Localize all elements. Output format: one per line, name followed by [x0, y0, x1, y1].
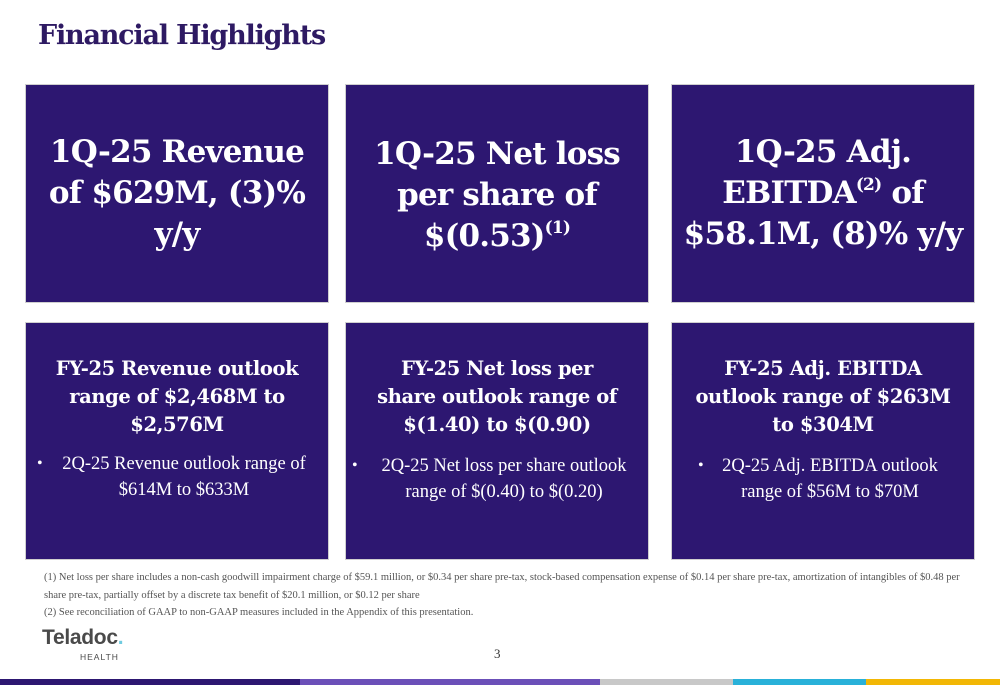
revenue-headline: 1Q-25 Revenue of $629M, (3)% y/y [46, 132, 308, 255]
footnote-ref-1: (1) [544, 218, 571, 238]
stripe-5 [866, 679, 1000, 685]
revenue-text: 1Q-25 Revenue of $629M, (3)% y/y [48, 134, 306, 252]
bullet-icon: • [352, 457, 358, 474]
ebitda-line1: 1Q-25 Adj. [734, 134, 912, 170]
net-loss-outlook-card: FY-25 Net loss per share outlook range o… [345, 322, 649, 560]
logo-subtext: HEALTH [80, 652, 119, 662]
ebitda-outlook-card: FY-25 Adj. EBITDA outlook range of $263M… [671, 322, 975, 560]
ebitda-headline: 1Q-25 Adj. EBITDA(2) of $58.1M, (8)% y/y [683, 132, 963, 255]
revenue-outlook-headline: FY-25 Revenue outlook range of $2,468M t… [55, 357, 299, 436]
bullet-icon: • [698, 457, 704, 474]
footnote-ref-2: (2) [855, 175, 882, 195]
stripe-3 [600, 679, 733, 685]
revenue-outlook-card: FY-25 Revenue outlook range of $2,468M t… [25, 322, 329, 560]
footnote-2: (2) See reconciliation of GAAP to non-GA… [44, 607, 474, 618]
net-loss-q2-text: 2Q-25 Net loss per share outlook range o… [381, 456, 627, 502]
ebitda-label: EBITDA [722, 175, 856, 211]
net-loss-card: 1Q-25 Net loss per share of $(0.53)(1) [345, 84, 649, 303]
net-loss-outlook-headline: FY-25 Net loss per share outlook range o… [377, 357, 617, 436]
page-title: Financial Highlights [38, 20, 326, 51]
stripe-1 [0, 679, 300, 685]
teladoc-logo: Teladoc. HEALTH [42, 626, 124, 662]
stripe-2 [300, 679, 600, 685]
net-loss-text: 1Q-25 Net loss per share of $(0.53) [374, 136, 621, 254]
ebitda-line2: EBITDA(2) of [683, 173, 963, 214]
stripe-4 [733, 679, 866, 685]
revenue-card: 1Q-25 Revenue of $629M, (3)% y/y [25, 84, 329, 303]
net-loss-headline: 1Q-25 Net loss per share of $(0.53)(1) [366, 130, 628, 257]
footnotes: (1) Net loss per share includes a non-ca… [44, 569, 964, 622]
revenue-q2-text: 2Q-25 Revenue outlook range of $614M to … [62, 454, 306, 500]
footnote-1: (1) Net loss per share includes a non-ca… [44, 572, 960, 601]
page-number: 3 [494, 646, 501, 661]
ebitda-q2-text: 2Q-25 Adj. EBITDA outlook range of $56M … [722, 456, 938, 502]
bullet-icon: • [37, 455, 43, 472]
ebitda-q2-outlook: • 2Q-25 Adj. EBITDA outlook range of $56… [698, 453, 948, 505]
logo-dot-icon: . [117, 626, 124, 649]
ebitda-line3: $58.1M, (8)% y/y [683, 216, 963, 252]
ebitda-of: of [881, 175, 924, 211]
logo-name: Teladoc [42, 626, 118, 649]
net-loss-q2-outlook: • 2Q-25 Net loss per share outlook range… [352, 453, 642, 505]
ebitda-outlook-headline: FY-25 Adj. EBITDA outlook range of $263M… [695, 357, 951, 436]
revenue-q2-outlook: • 2Q-25 Revenue outlook range of $614M t… [37, 451, 317, 503]
ebitda-card: 1Q-25 Adj. EBITDA(2) of $58.1M, (8)% y/y [671, 84, 975, 303]
logo-wordmark: Teladoc. [42, 626, 124, 650]
